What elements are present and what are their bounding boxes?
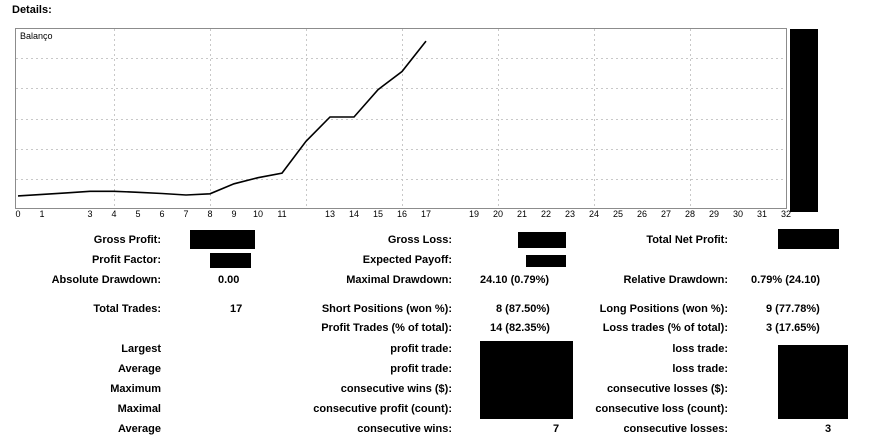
middle-values-redacted [480, 341, 573, 419]
loss-trades-value: 3 (17.65%) [766, 322, 820, 334]
gross-profit-label: Gross Profit: [93, 234, 161, 246]
maximal-drawdown-value: 24.10 (0.79%) [480, 274, 550, 286]
gross-profit-redacted [190, 230, 255, 249]
max-consecutive-profit-count-label: consecutive profit (count): [313, 403, 452, 415]
chart-grid [16, 29, 786, 208]
x-tick-label: 3 [87, 209, 93, 219]
relative-drawdown-label: Relative Drawdown: [623, 274, 728, 286]
x-tick-label: 5 [135, 209, 141, 219]
x-tick-label: 6 [159, 209, 165, 219]
average-loss-trade-label: loss trade: [672, 363, 728, 375]
profit-factor-redacted [210, 253, 251, 268]
short-positions-label: Short Positions (won %): [321, 303, 452, 315]
max-consecutive-losses-money-label: consecutive losses ($): [606, 383, 728, 395]
short-positions-value: 8 (87.50%) [496, 303, 550, 315]
x-tick-label: 22 [540, 209, 552, 219]
avg-consecutive-wins-label: consecutive wins: [357, 423, 452, 435]
redaction-block [790, 29, 818, 212]
largest-label: Largest [121, 343, 161, 355]
total-net-profit-label: Total Net Profit: [646, 234, 728, 246]
total-net-profit-redacted [778, 229, 839, 249]
x-tick-label: 1 [39, 209, 45, 219]
relative-drawdown-value: 0.79% (24.10) [751, 274, 821, 286]
x-tick-label: 10 [252, 209, 264, 219]
x-tick-label: 4 [111, 209, 117, 219]
x-tick-label: 24 [588, 209, 600, 219]
profit-factor-label: Profit Factor: [91, 254, 161, 266]
profit-trades-value: 14 (82.35%) [490, 322, 550, 334]
expected-payoff-redacted [526, 255, 566, 267]
x-tick-label: 13 [324, 209, 336, 219]
x-tick-label: 15 [372, 209, 384, 219]
average-label: Average [117, 363, 161, 375]
x-tick-label: 8 [207, 209, 213, 219]
x-tick-label: 16 [396, 209, 408, 219]
x-tick-label: 9 [231, 209, 237, 219]
x-tick-label: 7 [183, 209, 189, 219]
profit-trades-label: Profit Trades (% of total): [321, 322, 452, 334]
x-tick-label: 30 [732, 209, 744, 219]
x-tick-label: 21 [516, 209, 528, 219]
x-tick-label: 14 [348, 209, 360, 219]
x-tick-label: 25 [612, 209, 624, 219]
x-tick-label: 0 [15, 209, 21, 219]
x-tick-label: 27 [660, 209, 672, 219]
x-tick-label: 19 [468, 209, 480, 219]
largest-profit-trade-label: profit trade: [390, 343, 452, 355]
x-tick-label: 26 [636, 209, 648, 219]
right-values-redacted [778, 345, 848, 419]
average-consecutive-label: Average [117, 423, 161, 435]
avg-consecutive-losses-value: 3 [825, 423, 832, 435]
maximal-label: Maximal [117, 403, 161, 415]
total-trades-label: Total Trades: [93, 303, 161, 315]
absolute-drawdown-label: Absolute Drawdown: [51, 274, 161, 286]
long-positions-label: Long Positions (won %): [599, 303, 728, 315]
x-tick-label: 29 [708, 209, 720, 219]
x-tick-label: 32 [780, 209, 792, 219]
long-positions-value: 9 (77.78%) [766, 303, 820, 315]
gross-loss-redacted [518, 232, 566, 248]
average-profit-trade-label: profit trade: [390, 363, 452, 375]
gross-loss-label: Gross Loss: [387, 234, 452, 246]
x-tick-label: 20 [492, 209, 504, 219]
avg-consecutive-losses-label: consecutive losses: [623, 423, 728, 435]
max-consecutive-wins-money-label: consecutive wins ($): [340, 383, 452, 395]
maximum-label: Maximum [110, 383, 161, 395]
x-tick-label: 17 [420, 209, 432, 219]
page-title: Details: [12, 4, 52, 16]
x-tick-label: 31 [756, 209, 768, 219]
x-tick-label: 23 [564, 209, 576, 219]
balance-chart-plot [16, 29, 786, 208]
max-consecutive-loss-count-label: consecutive loss (count): [595, 403, 728, 415]
total-trades-value: 17 [230, 303, 243, 315]
avg-consecutive-wins-value: 7 [553, 423, 560, 435]
x-tick-label: 28 [684, 209, 696, 219]
x-tick-label: 11 [277, 209, 287, 219]
largest-loss-trade-label: loss trade: [672, 343, 728, 355]
series-balance-line [17, 40, 427, 197]
chart-legend: Balanço [20, 31, 53, 41]
absolute-drawdown-value: 0.00 [218, 274, 240, 286]
expected-payoff-label: Expected Payoff: [362, 254, 452, 266]
maximal-drawdown-label: Maximal Drawdown: [346, 274, 452, 286]
loss-trades-label: Loss trades (% of total): [602, 322, 728, 334]
